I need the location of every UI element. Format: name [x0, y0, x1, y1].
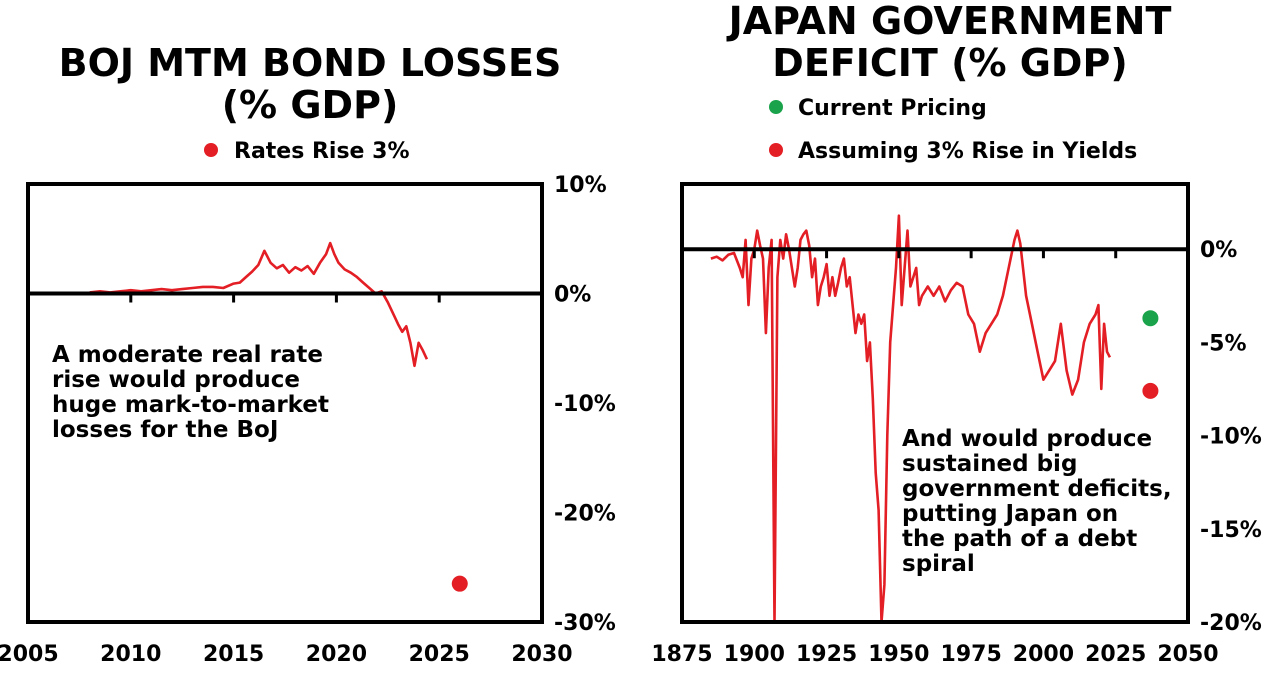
left-series-line-0	[89, 241, 429, 368]
right-annotation-line1: And would produce	[902, 426, 1152, 452]
left-chart: BOJ MTM BOND LOSSES (% GDP) Rates Rise 3…	[0, 41, 616, 667]
right-x-tick-label-1975: 1975	[941, 642, 1002, 667]
left-scenario-point-0	[451, 575, 468, 592]
left-annotation-line4: losses for the BoJ	[52, 417, 278, 443]
right-x-tick-label-1950: 1950	[868, 642, 929, 667]
left-x-tick-label-2025: 2025	[409, 642, 470, 667]
left-annotation-line1: A moderate real rate	[52, 342, 323, 368]
right-chart: JAPAN GOVERNMENT DEFICIT (% GDP) Current…	[651, 0, 1261, 667]
right-x-tick-label-2050: 2050	[1157, 642, 1218, 667]
left-frame	[26, 182, 544, 624]
right-legend-marker-current-pricing	[769, 100, 783, 114]
left-legend-label-rates-rise: Rates Rise 3%	[234, 139, 409, 164]
left-x-tick-label-2020: 2020	[306, 642, 367, 667]
left-plot-area: 2005 2010 2015 2020 2025 2030 10% 0% -10% -20% -30…	[0, 173, 616, 667]
right-annotation-line6: spiral	[902, 551, 975, 577]
right-x-tick-label-1875: 1875	[651, 642, 712, 667]
right-scenario-point-0	[1142, 310, 1159, 327]
right-frame	[680, 182, 1190, 624]
left-y-tick-label-4: -30%	[554, 611, 616, 636]
left-y-tick-label-3: -20%	[554, 502, 616, 527]
right-x-tick-label-1925: 1925	[796, 642, 857, 667]
left-x-tick-label-2030: 2030	[511, 642, 572, 667]
right-legend-marker-assuming-rise	[769, 143, 783, 157]
right-y-tick-label-4: -20%	[1200, 611, 1262, 636]
left-legend-marker-rates-rise	[204, 143, 218, 157]
right-annotation: And would produce sustained big governme…	[902, 426, 1172, 577]
left-annotation-line3: huge mark-to-market	[52, 392, 329, 418]
right-annotation-line3: government deficits,	[902, 476, 1172, 502]
left-annotation-line2: rise would produce	[52, 367, 300, 393]
left-x-tick-label-2005: 2005	[0, 642, 59, 667]
left-y-tick-label-1: 0%	[554, 283, 591, 308]
right-scenario-point-1	[1142, 382, 1159, 399]
right-annotation-line4: putting Japan on	[902, 501, 1118, 527]
right-y-tick-label-2: -10%	[1200, 425, 1262, 450]
left-y-tick-label-2: -10%	[554, 392, 616, 417]
right-chart-title-line1: JAPAN GOVERNMENT	[726, 0, 1172, 43]
right-annotation-line5: the path of a debt	[902, 526, 1137, 552]
left-x-tick-label-2015: 2015	[203, 642, 264, 667]
right-y-tick-label-1: -5%	[1200, 331, 1246, 356]
right-x-tick-label-2025: 2025	[1085, 642, 1146, 667]
right-legend-label-current-pricing: Current Pricing	[798, 96, 987, 121]
right-legend-label-assuming-rise: Assuming 3% Rise in Yields	[798, 139, 1137, 164]
right-x-tick-label-2000: 2000	[1013, 642, 1074, 667]
right-series-line-0	[710, 214, 1112, 622]
right-y-tick-label-0: 0%	[1200, 238, 1237, 263]
left-x-tick-label-2010: 2010	[100, 642, 161, 667]
right-annotation-line2: sustained big	[902, 451, 1077, 477]
right-y-tick-label-3: -15%	[1200, 518, 1262, 543]
right-x-tick-label-1900: 1900	[724, 642, 785, 667]
left-y-tick-label-0: 10%	[554, 173, 607, 198]
left-chart-title-line1: BOJ MTM BOND LOSSES	[59, 41, 562, 85]
right-plot-area: 1875 1900 1925 1950 1975 2000 2025 2050 0% -5% -10…	[651, 182, 1262, 667]
left-annotation: A moderate real rate rise would produce …	[52, 342, 329, 443]
right-chart-title-line2: DEFICIT (% GDP)	[772, 41, 1127, 85]
left-chart-title-line2: (% GDP)	[222, 83, 399, 127]
